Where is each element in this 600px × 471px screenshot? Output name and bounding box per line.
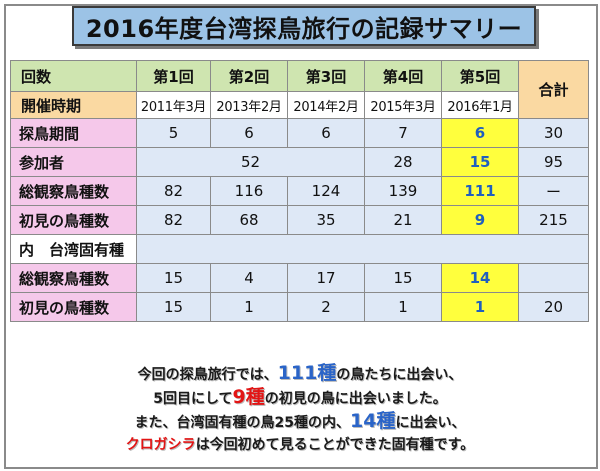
period-label: 開催時期 <box>10 91 137 119</box>
summary-highlight: 9種 <box>232 386 265 408</box>
cell-highlight: 111 <box>441 176 519 206</box>
date-5: 2016年1月 <box>441 91 519 119</box>
cell: 139 <box>364 176 442 206</box>
table-row-participants: 参加者 52 28 15 95 <box>10 147 589 177</box>
cell: 28 <box>364 147 442 177</box>
cell: 15 <box>136 263 211 293</box>
summary-table: 回数 第1回 第2回 第3回 第4回 第5回 合計 開催時期 2011年3月 2… <box>10 60 589 322</box>
summary-text-part: に出会い、 <box>395 415 466 431</box>
cell: 82 <box>136 176 211 206</box>
cell: 15 <box>136 292 211 322</box>
trip-2: 第2回 <box>210 60 288 92</box>
cell: 6 <box>210 118 288 148</box>
date-1: 2011年3月 <box>136 91 211 119</box>
row-label-species: 総観察鳥種数 <box>10 176 137 206</box>
table-row-days: 探鳥期間 5 6 6 7 6 30 <box>10 118 589 148</box>
trip-5: 第5回 <box>441 60 519 92</box>
cell-highlight: 1 <box>441 292 519 322</box>
summary-text-part: 今回の探鳥旅行では、 <box>137 367 278 383</box>
cell-total: 215 <box>518 205 589 235</box>
cell: 7 <box>364 118 442 148</box>
cell-highlight: 14 <box>441 263 519 293</box>
cell: 35 <box>287 205 365 235</box>
summary-text: 今回の探鳥旅行では、111種の鳥たちに出会い、 5回目にして9種の初見の鳥に出会… <box>0 362 600 456</box>
cell: 124 <box>287 176 365 206</box>
cell: 21 <box>364 205 442 235</box>
cell: 82 <box>136 205 211 235</box>
cell-blank <box>136 234 589 264</box>
header-label: 回数 <box>10 60 137 92</box>
cell-total: 95 <box>518 147 589 177</box>
date-2: 2013年2月 <box>210 91 288 119</box>
cell: 1 <box>364 292 442 322</box>
cell-total: 20 <box>518 292 589 322</box>
cell-highlight: 9 <box>441 205 519 235</box>
summary-line-3: また、台湾固有種の鳥25種の内、14種に出会い、 <box>0 410 600 434</box>
cell-total <box>518 263 589 293</box>
cell: 17 <box>287 263 365 293</box>
total-header: 合計 <box>518 60 589 119</box>
cell: 4 <box>210 263 288 293</box>
table-row-endemic-species: 総観察鳥種数 15 4 17 15 14 <box>10 263 589 293</box>
cell: 2 <box>287 292 365 322</box>
cell-highlight: 6 <box>441 118 519 148</box>
summary-text-part: の初見の鳥に出会いました。 <box>264 391 447 407</box>
summary-highlight: 111種 <box>277 362 337 384</box>
table-row-endemic-header: 内 台湾固有種 <box>10 234 589 264</box>
cell: 6 <box>287 118 365 148</box>
cell: 1 <box>210 292 288 322</box>
summary-highlight: クロガシラ <box>125 437 196 453</box>
trip-4: 第4回 <box>364 60 442 92</box>
table-row-trips: 回数 第1回 第2回 第3回 第4回 第5回 合計 <box>10 60 589 119</box>
cell: 68 <box>210 205 288 235</box>
trip-3: 第3回 <box>287 60 365 92</box>
table-row-endemic-new: 初見の鳥種数 15 1 2 1 1 20 <box>10 292 589 322</box>
summary-text-part: の鳥たちに出会い、 <box>336 367 463 383</box>
row-label-participants: 参加者 <box>10 147 137 177</box>
cell-total: 30 <box>518 118 589 148</box>
summary-text-part: 5回目にして <box>153 391 233 407</box>
table-row-new-species: 初見の鳥種数 82 68 35 21 9 215 <box>10 205 589 235</box>
summary-line-1: 今回の探鳥旅行では、111種の鳥たちに出会い、 <box>0 362 600 386</box>
row-label-new-species: 初見の鳥種数 <box>10 205 137 235</box>
page-title: 2016年度台湾探鳥旅行の記録サマリー <box>72 6 536 46</box>
cell-total: ー <box>518 176 589 206</box>
row-label-days: 探鳥期間 <box>10 118 137 148</box>
row-label-endemic-new: 初見の鳥種数 <box>10 292 137 322</box>
cell: 116 <box>210 176 288 206</box>
summary-line-4: クロガシラは今回初めて見ることができた固有種です。 <box>0 434 600 456</box>
table-row-dates: 開催時期 2011年3月 2013年2月 2014年2月 2015年3月 201… <box>10 91 589 119</box>
table-row-species: 総観察鳥種数 82 116 124 139 111 ー <box>10 176 589 206</box>
cell-merged: 52 <box>136 147 365 177</box>
cell: 5 <box>136 118 211 148</box>
summary-text-part: は今回初めて見ることができた固有種です。 <box>195 437 475 453</box>
row-label-endemic: 内 台湾固有種 <box>10 234 137 264</box>
date-4: 2015年3月 <box>364 91 442 119</box>
summary-line-2: 5回目にして9種の初見の鳥に出会いました。 <box>0 386 600 410</box>
row-label-endemic-species: 総観察鳥種数 <box>10 263 137 293</box>
summary-highlight: 14種 <box>350 410 396 432</box>
cell: 15 <box>364 263 442 293</box>
cell-highlight: 15 <box>441 147 519 177</box>
summary-text-part: また、台湾固有種の鳥25種の内、 <box>134 415 351 431</box>
date-3: 2014年2月 <box>287 91 365 119</box>
trip-1: 第1回 <box>136 60 211 92</box>
